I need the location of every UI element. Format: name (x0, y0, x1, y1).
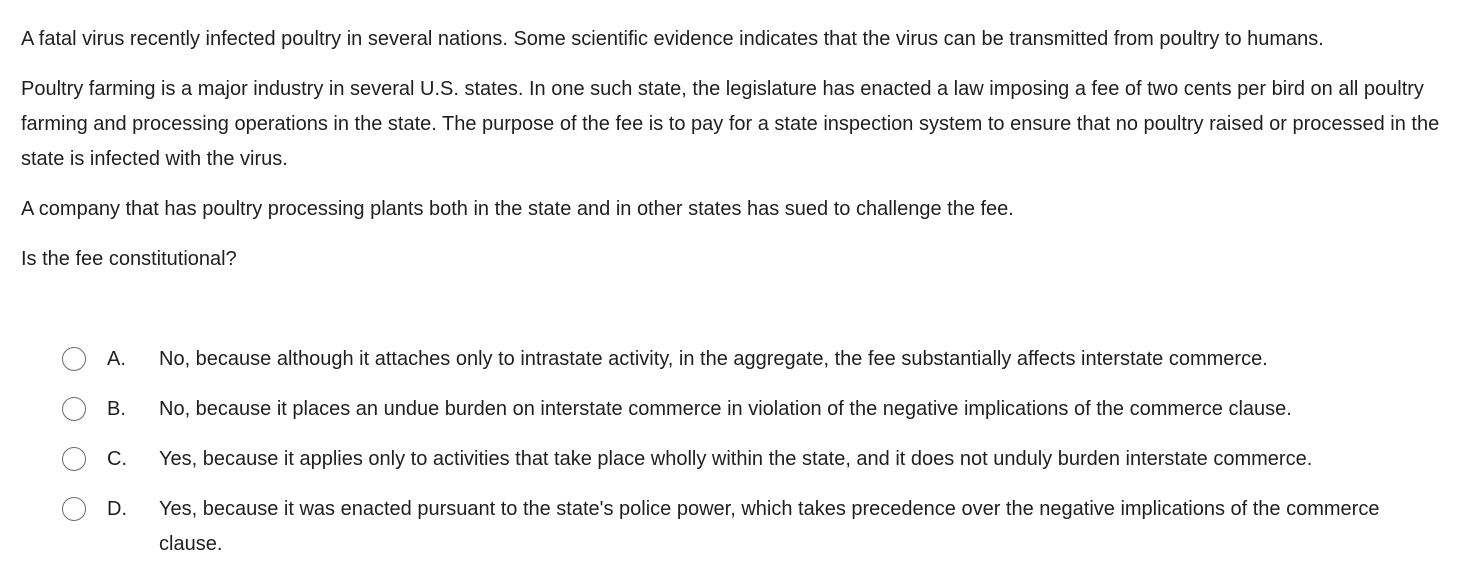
question-paragraph-1: A fatal virus recently infected poultry … (21, 28, 1324, 50)
choice-d-letter: D. (107, 498, 127, 520)
choice-c[interactable]: C. Yes, because it applies only to activ… (62, 442, 1462, 477)
choice-d-text[interactable]: Yes, because it was enacted pursuant to … (159, 498, 1380, 555)
choice-c-text[interactable]: Yes, because it applies only to activiti… (159, 448, 1313, 470)
choice-b-radio[interactable] (62, 397, 86, 421)
choice-a-radio[interactable] (62, 347, 86, 371)
question-stem: A fatal virus recently infected poultry … (21, 22, 1461, 277)
question-prompt: Is the fee constitutional? (21, 248, 237, 270)
question-paragraph-3: A company that has poultry processing pl… (21, 198, 1014, 220)
choice-d[interactable]: D. Yes, because it was enacted pursuant … (62, 492, 1462, 562)
question-paragraph-2: Poultry farming is a major industry in s… (21, 78, 1440, 170)
answer-choices: A. No, because although it attaches only… (62, 342, 1462, 577)
choice-a[interactable]: A. No, because although it attaches only… (62, 342, 1462, 377)
choice-b-text[interactable]: No, because it places an undue burden on… (159, 398, 1292, 420)
choice-c-letter: C. (107, 448, 127, 470)
choice-a-letter: A. (107, 348, 126, 370)
choice-a-text[interactable]: No, because although it attaches only to… (159, 348, 1268, 370)
choice-b[interactable]: B. No, because it places an undue burden… (62, 392, 1462, 427)
choice-d-radio[interactable] (62, 497, 86, 521)
choice-c-radio[interactable] (62, 447, 86, 471)
choice-b-letter: B. (107, 398, 126, 420)
